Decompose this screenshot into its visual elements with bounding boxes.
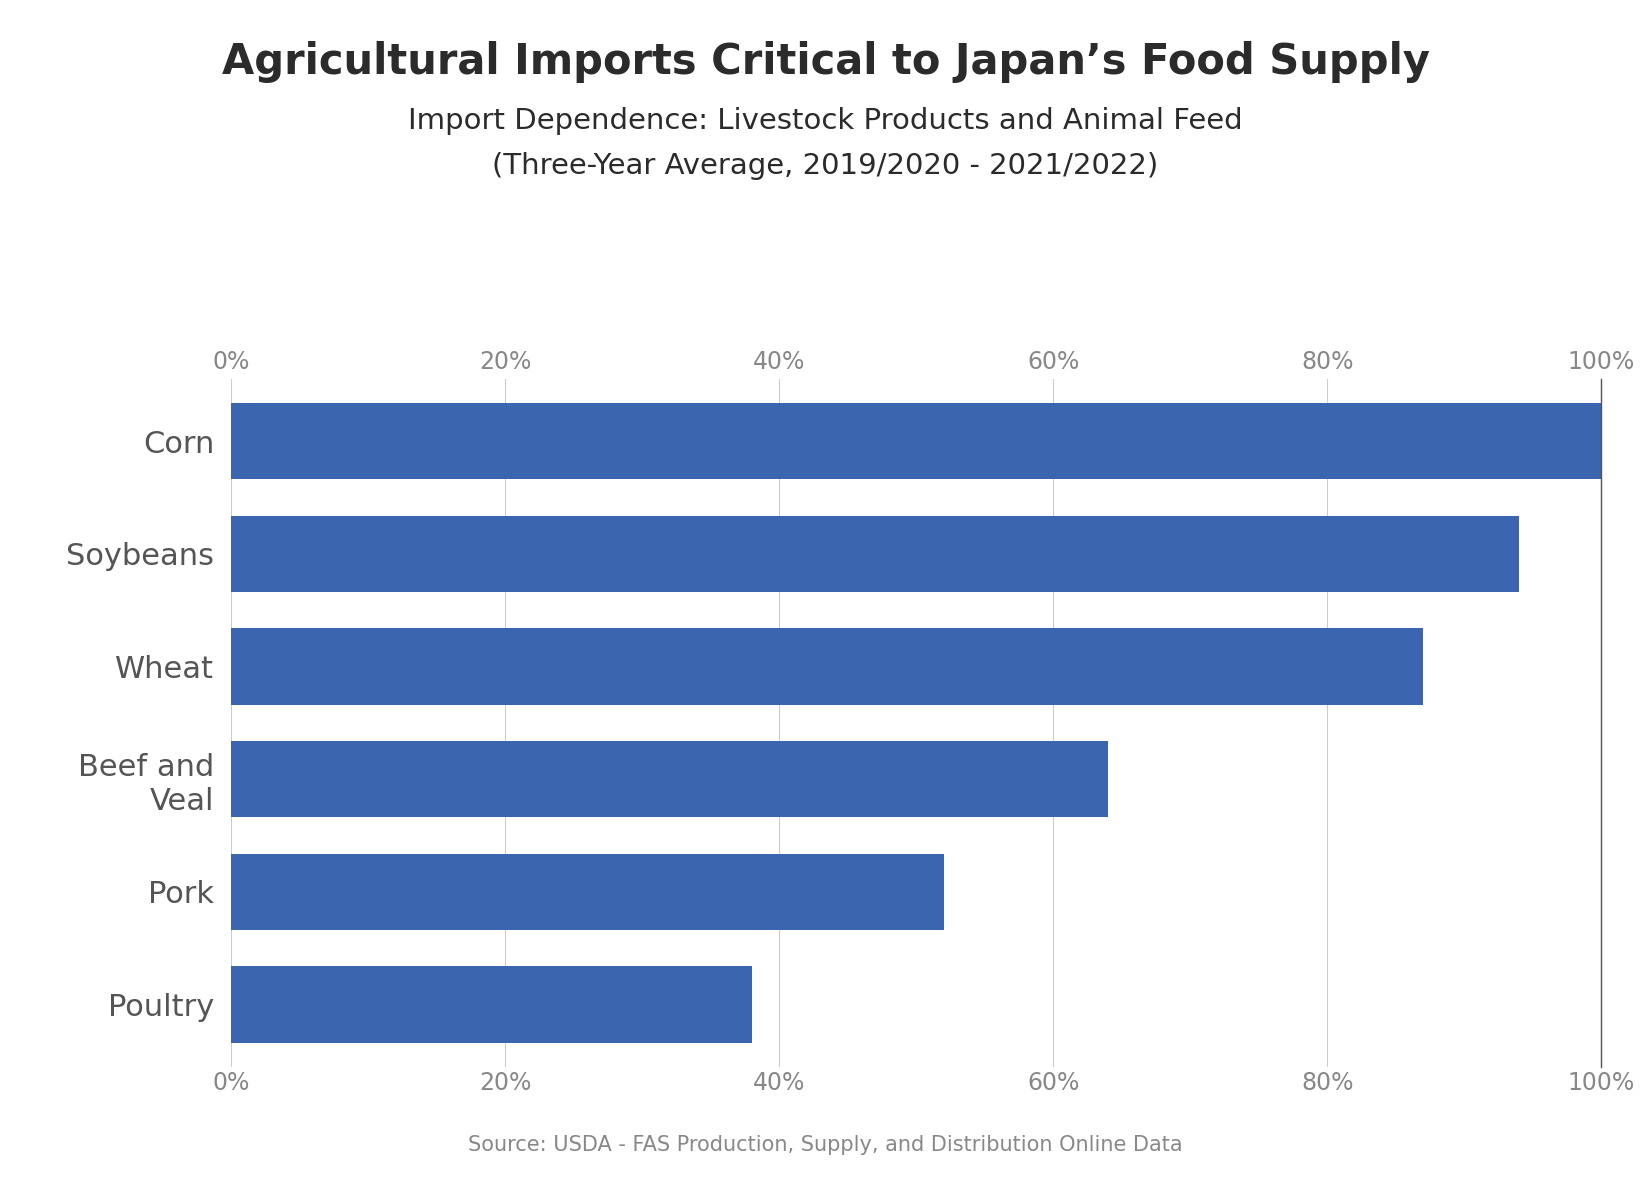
Text: (Three-Year Average, 2019/2020 - 2021/2022): (Three-Year Average, 2019/2020 - 2021/20… — [492, 152, 1159, 180]
Text: Agricultural Imports Critical to Japan’s Food Supply: Agricultural Imports Critical to Japan’s… — [221, 41, 1430, 83]
Bar — [231, 966, 751, 1043]
Text: Source: USDA - FAS Production, Supply, and Distribution Online Data: Source: USDA - FAS Production, Supply, a… — [469, 1135, 1182, 1155]
Bar — [231, 853, 944, 930]
Bar — [231, 403, 1601, 480]
Bar — [231, 515, 1519, 592]
Text: Import Dependence: Livestock Products and Animal Feed: Import Dependence: Livestock Products an… — [408, 107, 1243, 135]
Bar — [231, 741, 1108, 818]
Bar — [231, 628, 1423, 705]
